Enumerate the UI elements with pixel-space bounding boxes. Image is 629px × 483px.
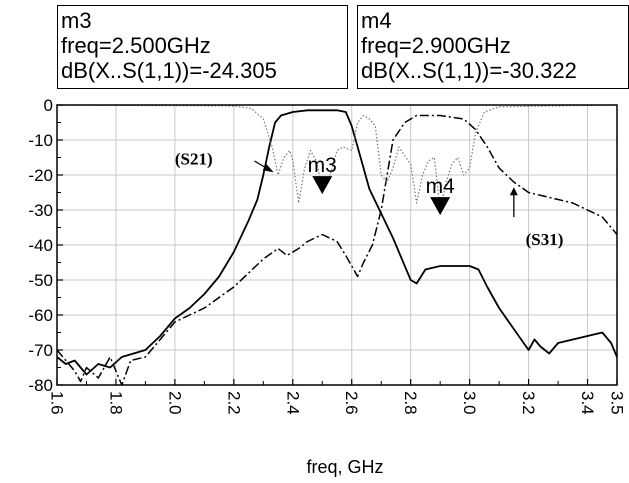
marker-freq: freq=2.900GHz	[361, 33, 511, 58]
tick-layer: 0 -10 -20 -30 -40 -50 -60 -70 -801.6 1.8 2.0 2.2 2.4…	[28, 96, 626, 415]
arrowhead-s21	[262, 164, 274, 173]
y-tick-label: -60	[28, 306, 53, 325]
x-tick-label: 3.0	[460, 391, 479, 415]
x-tick-label: 2.2	[224, 391, 243, 415]
marker-value: dB(X..S(1,1))=-30.322	[361, 58, 577, 83]
annotation-s21: (S21)	[175, 150, 213, 169]
marker-readout-m4: m4 freq=2.900GHz dB(X..S(1,1))=-30.322	[357, 5, 629, 89]
marker-name: m4	[361, 8, 392, 33]
annotation-layer: (S21) (S31)	[175, 150, 564, 250]
marker-triangle-m3	[312, 176, 333, 195]
marker-value: dB(X..S(1,1))=-24.305	[61, 58, 277, 83]
x-tick-label: 3.2	[519, 391, 538, 415]
y-tick-label: -20	[28, 166, 53, 185]
annotation-s31: (S31)	[526, 230, 564, 249]
x-axis-label: freq, GHz	[306, 457, 383, 477]
y-tick-label: -10	[28, 131, 53, 150]
marker-triangle-m4	[430, 197, 451, 216]
x-tick-label: 3.5	[608, 391, 627, 415]
marker-name: m3	[61, 8, 92, 33]
y-tick-label: -80	[28, 376, 53, 395]
marker-label-m3: m3	[308, 154, 337, 177]
arrowhead-s31	[509, 187, 518, 196]
marker-layer: m3 m4	[308, 154, 455, 216]
y-tick-label: -50	[28, 271, 53, 290]
x-tick-label: 2.4	[283, 391, 302, 415]
marker-label-m4: m4	[426, 175, 455, 198]
y-tick-label: -70	[28, 341, 53, 360]
marker-freq: freq=2.500GHz	[61, 33, 211, 58]
series-line-s11	[56, 104, 618, 211]
x-tick-label: 1.8	[106, 391, 125, 415]
y-tick-label: -40	[28, 236, 53, 255]
series-layer	[56, 104, 618, 386]
series-line-s21	[56, 109, 618, 376]
series-line-s31	[56, 114, 618, 386]
x-tick-label: 2.0	[165, 391, 184, 415]
x-tick-label: 1.6	[48, 391, 67, 415]
x-tick-label: 2.8	[401, 391, 420, 415]
x-tick-label: 3.4	[578, 391, 597, 415]
y-tick-label: -30	[28, 201, 53, 220]
grid	[57, 104, 617, 386]
y-tick-label: 0	[44, 96, 53, 115]
x-tick-label: 2.6	[342, 391, 361, 415]
marker-readout-m3: m3 freq=2.500GHz dB(X..S(1,1))=-24.305	[57, 5, 348, 89]
